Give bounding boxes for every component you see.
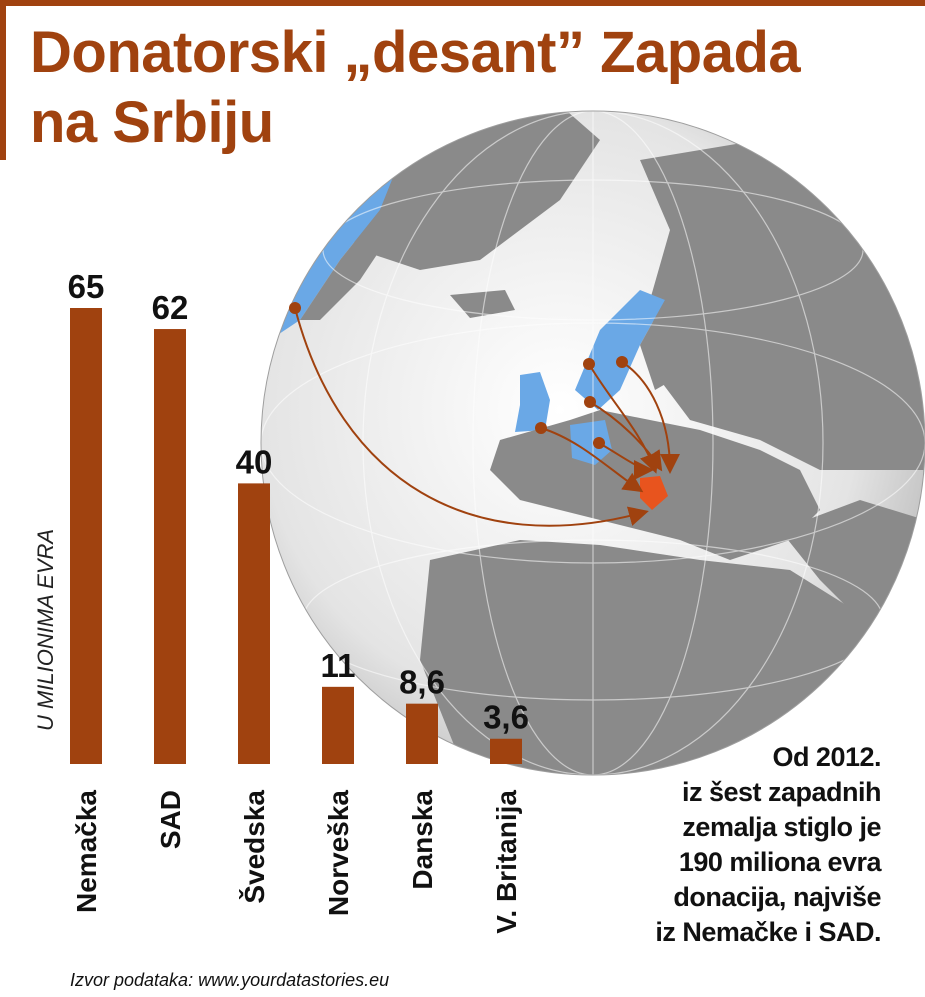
bar-value-label-4: 8,6 — [399, 664, 445, 701]
summary-note: Od 2012. iz šest zapadnih zemalja stiglo… — [521, 740, 881, 950]
land-serbia — [640, 476, 668, 510]
title-line-2: na Srbiju — [30, 90, 274, 155]
category-label-4: Danska — [407, 790, 438, 890]
category-label-1: SAD — [155, 790, 186, 849]
arrow-sweden — [621, 361, 680, 474]
category-label-0: Nemačka — [71, 790, 102, 913]
bar-value-label-1: 62 — [152, 289, 189, 326]
note-line-2: iz šest zapadnih — [681, 777, 882, 807]
note-line-4: 190 miliona evra — [678, 847, 882, 877]
note-line-3: zemalja stiglo je — [682, 812, 881, 842]
dot-usa — [289, 302, 301, 314]
bar-5 — [490, 738, 522, 764]
bar-4 — [406, 703, 438, 764]
left-border — [0, 0, 6, 160]
arrow-usa — [294, 307, 649, 527]
bar-value-label-3: 11 — [321, 647, 356, 684]
donation-arrows — [294, 307, 680, 527]
bar-value-label-2: 40 — [236, 443, 273, 480]
bar-1 — [154, 329, 186, 764]
dot-britain — [535, 422, 547, 434]
bar-3 — [322, 686, 354, 764]
land-germany-denmark — [570, 420, 612, 465]
dot-germany — [593, 437, 605, 449]
land-britain — [515, 372, 550, 432]
land-north-america-gray — [300, 160, 430, 320]
title-line-1: Donatorski „desant” Zapada — [30, 20, 801, 85]
globe-outline — [260, 110, 925, 776]
bar-value-label-5: 3,6 — [483, 699, 529, 736]
top-border — [0, 0, 925, 6]
land-iceland — [450, 290, 515, 318]
source-note: Izvor podataka: www.yourdatastories.eu — [70, 970, 390, 990]
note-line-1: Od 2012. — [772, 742, 881, 772]
bar-value-label-0: 65 — [68, 268, 105, 305]
category-label-5: V. Britanija — [491, 790, 522, 934]
bar-2 — [238, 483, 270, 764]
page-title: Donatorski „desant” Zapada na Srbiju — [30, 18, 920, 158]
category-label-3: Norveška — [323, 790, 354, 917]
dot-sweden — [616, 356, 628, 368]
note-line-5: donacija, najviše — [673, 882, 881, 912]
bar-0 — [70, 308, 102, 764]
category-label-2: Švedska — [238, 790, 270, 904]
note-line-6: iz Nemačke i SAD. — [655, 917, 881, 947]
y-axis-label: U MILIONIMA EVRA — [33, 528, 58, 732]
land-scandinavia — [575, 290, 665, 410]
arrow-britain — [540, 427, 644, 493]
dot-norway — [583, 358, 595, 370]
arrow-denmark — [589, 401, 663, 472]
land-finland — [640, 300, 700, 390]
dot-denmark — [584, 396, 596, 408]
arrow-germany — [598, 442, 654, 480]
donor-dots — [289, 302, 628, 449]
